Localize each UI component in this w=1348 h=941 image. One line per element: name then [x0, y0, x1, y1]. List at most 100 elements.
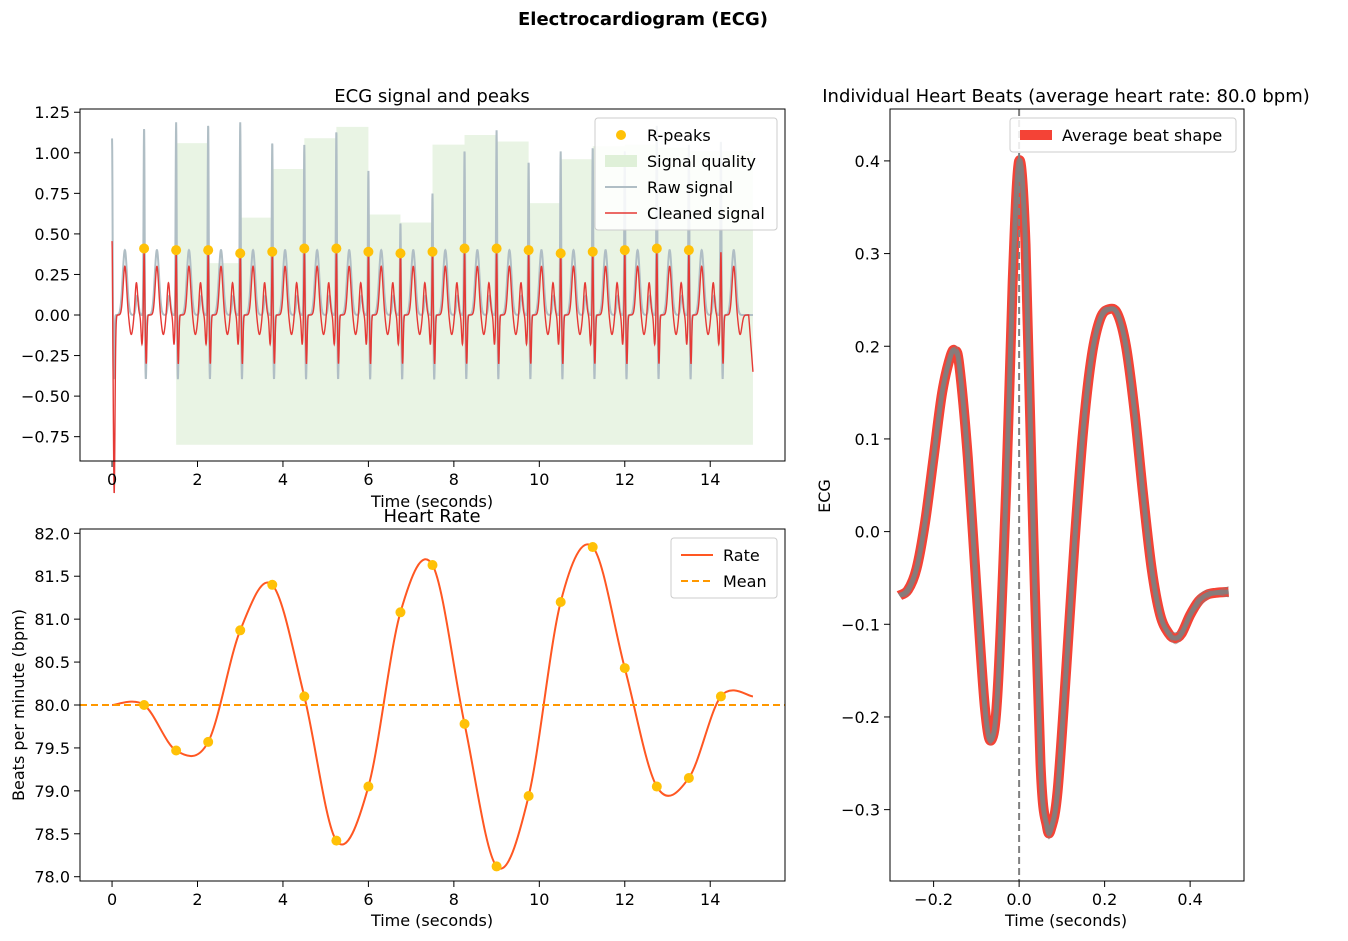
rate-point-marker — [203, 736, 214, 747]
heart-beats-ticks: −0.2 0.0 0.2 0.4 −0.3 −0.2 −0.1 0.0 0.1 0.2 0.3 0.4 — [841, 152, 1203, 909]
ecg-signal-legend-label: Raw signal — [647, 178, 733, 197]
heart-rate-ytick-label: 81.0 — [34, 610, 70, 629]
ecg-signal-axes: ECG signal and peaks Time (seconds) 0 2 4 6… — [21, 86, 786, 511]
heart-rate-ytick-label: 79.0 — [34, 782, 70, 801]
r-peak-marker — [395, 248, 406, 259]
r-peak-marker — [683, 245, 694, 256]
ecg-signal-xtick-label: 12 — [615, 470, 635, 489]
r-peak-marker — [267, 246, 278, 257]
ecg-signal-xtick-label: 10 — [529, 470, 549, 489]
ecg-signal-xtick-label: 8 — [449, 470, 459, 489]
figure-title: Electrocardiogram (ECG) — [518, 9, 768, 30]
heart-rate-ytick-label: 80.5 — [34, 653, 70, 672]
ecg-signal-legend-marker — [616, 130, 626, 140]
rate-point-marker — [395, 607, 406, 618]
ecg-signal-ytick-label: 1.25 — [34, 103, 70, 122]
ecg-signal-xtick-label: 14 — [700, 470, 720, 489]
rate-point-marker — [555, 596, 566, 607]
ecg-signal-legend-label: Cleaned signal — [647, 204, 765, 223]
heart-rate-ytick-label: 78.0 — [34, 868, 70, 887]
rate-point-marker — [651, 781, 662, 792]
ecg-signal-ytick-label: −0.75 — [21, 428, 70, 447]
rate-point-marker — [587, 542, 598, 553]
r-peak-marker — [651, 243, 662, 254]
heart-rate-xtick-label: 6 — [363, 890, 373, 909]
rate-point-marker — [331, 835, 342, 846]
heart-beats-ytick-label: −0.1 — [841, 615, 880, 634]
heart-rate-legend-box — [670, 537, 778, 599]
ecg-signal-ytick-label: −0.50 — [21, 387, 70, 406]
heart-beats-xtick-label: 0.0 — [1006, 890, 1031, 909]
r-peak-marker — [171, 245, 182, 256]
heart-beats-ytick-label: −0.3 — [841, 801, 880, 820]
heart-beats-title: Individual Heart Beats (average heart ra… — [822, 86, 1310, 107]
heart-beats-ytick-label: 0.0 — [855, 523, 880, 542]
individual-beat-line — [898, 157, 1229, 836]
heart-rate-xtick-label: 0 — [107, 890, 117, 909]
ecg-signal-ytick-label: −0.25 — [21, 347, 70, 366]
r-peak-marker — [203, 245, 214, 256]
rate-point-marker — [523, 791, 534, 802]
ecg-signal-legend-label: R-peaks — [647, 126, 711, 145]
heart-beats-axes: Individual Heart Beats (average heart ra… — [815, 86, 1310, 930]
ecg-signal-xlabel: Time (seconds) — [370, 492, 493, 511]
heart-beats-xtick-label: −0.2 — [914, 890, 953, 909]
heart-rate-xtick-label: 12 — [615, 890, 635, 909]
heart-beats-ytick-label: 0.1 — [855, 430, 880, 449]
heart-rate-legend-label: Rate — [723, 546, 760, 565]
heart-rate-xtick-label: 8 — [449, 890, 459, 909]
heart-beats-frame — [889, 108, 1245, 882]
heart-rate-ylabel: Beats per minute (bpm) — [9, 609, 28, 801]
ecg-signal-ytick-label: 0.75 — [34, 184, 70, 203]
rate-point-marker — [619, 663, 630, 674]
heart-rate-ytick-label: 79.5 — [34, 739, 70, 758]
ecg-signal-title: ECG signal and peaks — [334, 86, 530, 107]
heart-beats-xlabel: Time (seconds) — [1004, 911, 1127, 930]
r-peak-marker — [235, 248, 246, 259]
heart-beats-ytick-label: 0.3 — [855, 245, 880, 264]
heart-beats-xtick-label: 0.2 — [1092, 890, 1117, 909]
heart-beats-legend-box — [1009, 117, 1237, 153]
ecg-signal-ticks: 0 2 4 6 8 10 12 14 −0.75 −0.50 −0.25 0.00 0.25 0.50 0.… — [21, 103, 720, 489]
heart-rate-xlabel: Time (seconds) — [370, 911, 493, 930]
r-peak-marker — [523, 245, 534, 256]
ecg-signal-ytick-label: 0.00 — [34, 306, 70, 325]
heart-rate-xtick-label: 4 — [278, 890, 288, 909]
rate-point-marker — [427, 560, 438, 571]
heart-rate-ticks: 0 2 4 6 8 10 12 14 78.0 78.5 79.0 79.5 80.0 80.5 81.0 8… — [34, 524, 720, 909]
heart-rate-ytick-label: 80.0 — [34, 696, 70, 715]
heart-rate-ytick-label: 81.5 — [34, 567, 70, 586]
heart-rate-ytick-label: 82.0 — [34, 524, 70, 543]
ecg-signal-legend-patch — [605, 155, 637, 167]
heart-rate-xtick-label: 14 — [700, 890, 720, 909]
rate-point-marker — [235, 625, 246, 636]
r-peak-marker — [459, 243, 470, 254]
ecg-signal-legend-label: Signal quality — [647, 152, 756, 171]
r-peak-marker — [363, 246, 374, 257]
r-peak-marker — [331, 243, 342, 254]
heart-rate-xtick-label: 2 — [192, 890, 202, 909]
ecg-signal-ytick-label: 1.00 — [34, 144, 70, 163]
ecg-signal-ytick-label: 0.25 — [34, 265, 70, 284]
heart-beats-legend: Average beat shape — [1009, 117, 1237, 153]
heart-rate-ytick-label: 78.5 — [34, 825, 70, 844]
heart-rate-legend: Rate Mean — [670, 537, 778, 599]
r-peak-marker — [491, 243, 502, 254]
ecg-signal-xtick-label: 4 — [278, 470, 288, 489]
rate-point-marker — [171, 745, 182, 756]
ecg-signal-legend-box — [594, 117, 778, 231]
r-peak-marker — [587, 246, 598, 257]
rate-point-marker — [267, 579, 278, 590]
heart-rate-legend-label: Mean — [723, 572, 767, 591]
rate-point-marker — [299, 691, 310, 702]
ecg-signal-xtick-label: 6 — [363, 470, 373, 489]
r-peak-marker — [555, 248, 566, 259]
ecg-signal-legend: R-peaks Signal quality Raw signal Cleaned s… — [594, 117, 778, 231]
heart-beats-ytick-label: 0.4 — [855, 152, 880, 171]
heart-beats-ylabel: ECG — [815, 479, 834, 513]
ecg-signal-frame — [79, 108, 786, 462]
heart-rate-title: Heart Rate — [383, 506, 480, 527]
rate-point-marker — [491, 861, 502, 872]
ecg-signal-xtick-label: 2 — [192, 470, 202, 489]
r-peak-marker — [299, 243, 310, 254]
